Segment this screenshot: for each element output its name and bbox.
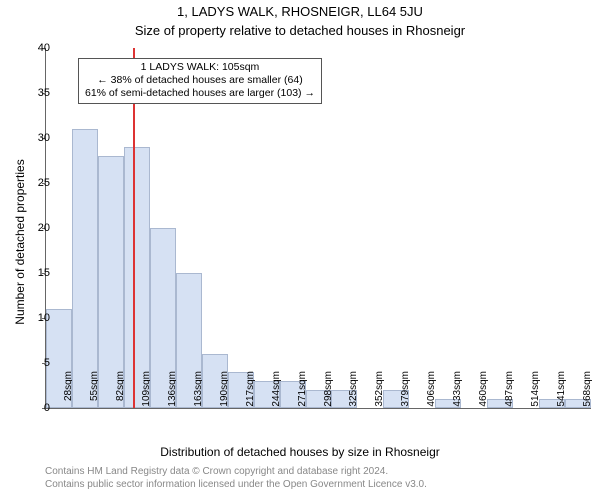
- annotation-box: 1 LADYS WALK: 105sqm← 38% of detached ho…: [78, 58, 322, 104]
- annotation-line: 1 LADYS WALK: 105sqm: [85, 61, 315, 74]
- ytick-label: 30: [20, 132, 50, 144]
- ytick-label: 0: [20, 402, 50, 414]
- xtick-label: 568sqm: [582, 371, 593, 411]
- footer-line1: Contains HM Land Registry data © Crown c…: [45, 465, 427, 478]
- histogram-bar: [124, 147, 150, 408]
- xtick-label: 325sqm: [348, 371, 359, 411]
- ytick-label: 5: [20, 357, 50, 369]
- x-axis-label: Distribution of detached houses by size …: [0, 445, 600, 459]
- plot-area: 28sqm55sqm82sqm109sqm136sqm163sqm190sqm2…: [45, 48, 591, 409]
- footer-line2: Contains public sector information licen…: [45, 478, 427, 491]
- xtick-label: 379sqm: [400, 371, 411, 411]
- y-axis-label: Number of detached properties: [13, 117, 27, 367]
- xtick-label: 433sqm: [452, 371, 463, 411]
- chart-title: Size of property relative to detached ho…: [0, 23, 600, 38]
- ytick-label: 15: [20, 267, 50, 279]
- xtick-label: 487sqm: [504, 371, 515, 411]
- ytick-label: 10: [20, 312, 50, 324]
- annotation-line: ← 38% of detached houses are smaller (64…: [85, 74, 315, 87]
- ytick-label: 25: [20, 177, 50, 189]
- ytick-label: 40: [20, 42, 50, 54]
- chart-supertitle: 1, LADYS WALK, RHOSNEIGR, LL64 5JU: [0, 4, 600, 19]
- ytick-label: 20: [20, 222, 50, 234]
- footer-attribution: Contains HM Land Registry data © Crown c…: [45, 465, 427, 491]
- ytick-label: 35: [20, 87, 50, 99]
- annotation-line: 61% of semi-detached houses are larger (…: [85, 87, 315, 100]
- histogram-bar: [72, 129, 98, 408]
